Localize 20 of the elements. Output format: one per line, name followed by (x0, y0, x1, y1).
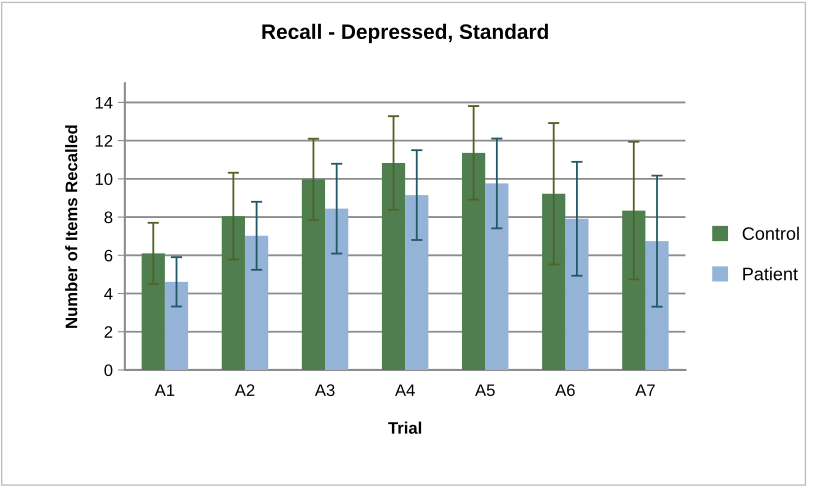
y-tick-label: 12 (96, 135, 112, 147)
x-tick-label: A1 (154, 384, 174, 396)
y-tick-label: 4 (104, 288, 113, 300)
y-axis-title: Number of Items Recalled (65, 125, 78, 328)
legend-label: Patient (743, 267, 798, 280)
y-tick-label: 0 (104, 364, 112, 376)
x-tick-label: A5 (475, 384, 495, 396)
x-tick-label: A2 (234, 384, 254, 396)
y-tick-label: 6 (104, 250, 112, 262)
chart-title: Recall - Depressed, Standard (262, 24, 548, 44)
x-axis-title: Trial (388, 422, 422, 434)
y-tick-label: 8 (104, 211, 112, 224)
y-tick-label: 10 (96, 173, 112, 186)
x-tick-label: A6 (555, 384, 575, 396)
legend-label: Control (742, 226, 799, 240)
y-tick-label: 2 (104, 326, 112, 338)
y-tick-label: 14 (96, 96, 113, 108)
x-tick-label: A3 (314, 384, 335, 396)
x-tick-label: A7 (635, 384, 655, 396)
x-tick-label: A4 (394, 384, 415, 396)
